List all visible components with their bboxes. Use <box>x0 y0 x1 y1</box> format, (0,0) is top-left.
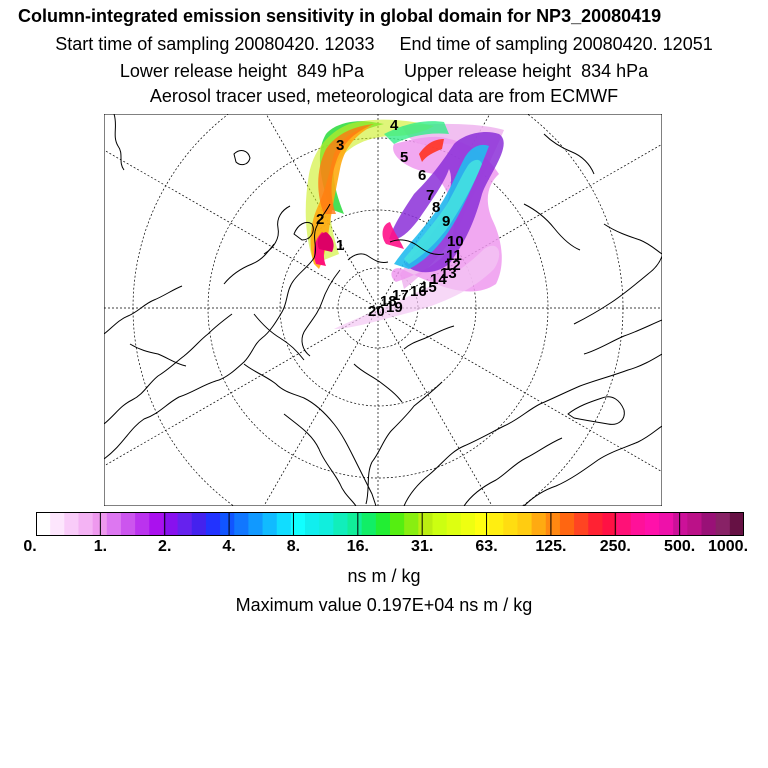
polar-map: 1 2 3 4 5 6 7 8 9 10 11 12 13 14 15 16 1… <box>104 114 662 506</box>
colorbar-swatch <box>276 512 292 536</box>
colorbar-units: ns m / kg <box>347 566 421 586</box>
colorbar-swatch <box>78 512 94 536</box>
colorbar-swatch <box>574 512 589 536</box>
colorbar-ticks: 0. 1. 2. 4. 8. 16. 31. 63. 125. 250. 500. 1000. <box>0 538 768 560</box>
colorbar-swatch <box>347 512 363 536</box>
colorbar-tick-label: 0. <box>23 538 37 555</box>
colorbar-tick-label: 500. <box>664 538 696 555</box>
colorbar-swatch <box>489 512 504 536</box>
colorbar-tick-label: 8. <box>286 538 301 555</box>
colorbar-swatch <box>234 512 249 536</box>
colorbar-swatch <box>120 512 136 536</box>
meridians <box>104 114 662 506</box>
day-marker: 4 <box>390 117 399 134</box>
colorbar-swatch <box>50 512 65 536</box>
release-heights: Lower release height 849 hPa Upper relea… <box>0 61 768 82</box>
colorbar-swatch <box>404 512 419 536</box>
colorbar-swatch <box>673 512 688 536</box>
lower-release-height: Lower release height 849 hPa <box>119 61 364 81</box>
colorbar-swatch <box>503 512 519 536</box>
colorbar-swatch <box>446 512 462 536</box>
colorbar-border <box>36 512 744 536</box>
colorbar-swatch <box>659 512 674 536</box>
day-marker: 17 <box>392 287 409 304</box>
aerosol-info: Aerosol tracer used, meteorological data… <box>149 86 619 106</box>
day-marker: 6 <box>418 167 426 184</box>
colorbar-swatch <box>687 512 703 536</box>
colorbar-swatch <box>559 512 575 536</box>
colorbar-swatch <box>205 512 221 536</box>
colorbar-swatch <box>644 512 660 536</box>
colorbar-swatch <box>361 512 377 536</box>
colorbar-swatch <box>432 512 448 536</box>
colorbar-swatch <box>474 512 490 536</box>
day-marker: 10 <box>447 233 464 250</box>
colorbar-tick-label: 31. <box>411 538 434 555</box>
colorbar-tick-label: 2. <box>158 538 172 555</box>
day-marker: 8 <box>432 199 440 216</box>
colorbar-swatch <box>290 512 306 536</box>
colorbar-swatch <box>106 512 122 536</box>
colorbar-swatch <box>319 512 334 536</box>
colorbar-tick-label: 1000. <box>707 538 749 555</box>
colorbar-swatch <box>375 512 391 536</box>
colorbar-swatch <box>248 512 264 536</box>
colorbar-tick-label: 4. <box>222 538 236 555</box>
day-marker: 5 <box>400 149 408 166</box>
colorbar-swatch <box>588 512 603 536</box>
colorbar-swatch <box>531 512 547 536</box>
maximum-value: Maximum value 0.197E+04 ns m / kg <box>235 595 533 615</box>
day-marker: 2 <box>316 211 324 228</box>
colorbar-swatch <box>333 512 349 536</box>
end-time: End time of sampling 20080420. 12051 <box>399 34 713 54</box>
day-marker: 16 <box>410 283 427 300</box>
colorbar-swatch <box>36 512 51 536</box>
coastlines <box>104 114 662 506</box>
colorbar-swatch <box>149 512 165 536</box>
colorbar-swatch <box>135 512 150 536</box>
colorbar-swatch <box>191 512 207 536</box>
colorbar-swatch <box>729 512 744 536</box>
day-markers: 1 2 3 4 5 6 7 8 9 10 11 12 13 14 15 16 1… <box>316 117 464 320</box>
day-marker: 1 <box>336 237 344 254</box>
plot-title: Column-integrated emission sensitivity i… <box>18 6 662 26</box>
colorbar-swatch <box>616 512 632 536</box>
colorbar-tick-label: 16. <box>346 538 369 555</box>
day-marker: 18 <box>380 293 397 310</box>
colorbar-swatch <box>545 512 561 536</box>
day-marker: 9 <box>442 213 450 230</box>
colorbar-swatch <box>390 512 405 536</box>
day-marker: 14 <box>430 271 447 288</box>
colorbar-swatch <box>630 512 646 536</box>
sampling-times: Start time of sampling 20080420. 12033 E… <box>0 34 768 55</box>
colorbar-swatch <box>262 512 278 536</box>
day-marker: 15 <box>420 279 437 296</box>
colorbar-tick-label: 250. <box>599 538 631 555</box>
upper-release-height: Upper release height 834 hPa <box>404 61 649 81</box>
colorbar-swatch <box>177 512 193 536</box>
day-marker: 19 <box>386 299 403 316</box>
colorbar-swatch <box>64 512 80 536</box>
day-marker: 3 <box>336 137 344 154</box>
day-marker: 13 <box>440 265 457 282</box>
colorbar-tick-label: 1. <box>93 538 108 555</box>
colorbar-swatch <box>517 512 533 536</box>
day-marker: 7 <box>426 187 434 204</box>
day-marker: 11 <box>446 247 462 264</box>
start-time: Start time of sampling 20080420. 12033 <box>55 34 375 54</box>
colorbar-swatch <box>460 512 476 536</box>
colorbar-tick-label: 63. <box>475 538 498 555</box>
colorbar-tick-label: 125. <box>535 538 567 555</box>
colorbar-swatch <box>220 512 235 536</box>
colorbar-swatch <box>163 512 179 536</box>
colorbar-swatch <box>418 512 434 536</box>
colorbar-swatch <box>602 512 618 536</box>
colorbar-swatch <box>305 512 320 536</box>
colorbar <box>36 512 744 536</box>
day-marker: 20 <box>368 303 385 320</box>
colorbar-swatch <box>701 512 717 536</box>
colorbar-swatch <box>715 512 731 536</box>
day-marker: 12 <box>444 257 461 274</box>
sensitivity-plume <box>305 119 504 329</box>
